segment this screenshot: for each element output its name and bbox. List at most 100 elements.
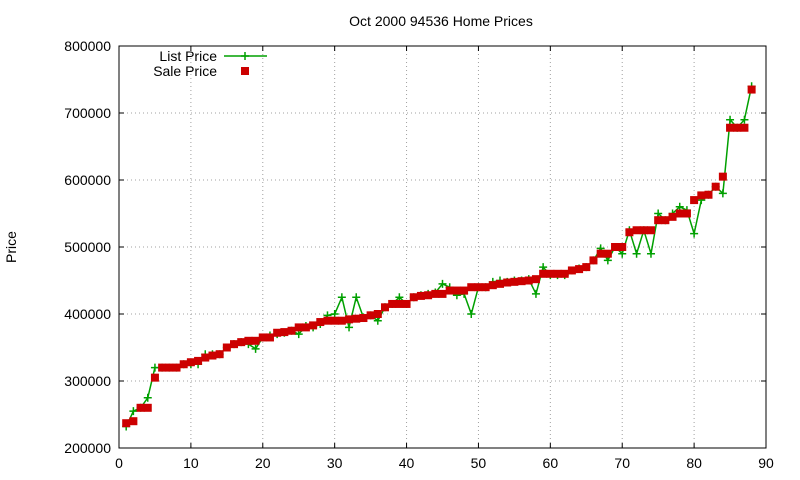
sale-price-point	[215, 350, 224, 359]
sale-price-point	[639, 226, 648, 235]
sale-price-point	[718, 172, 727, 181]
sale-price-point	[510, 277, 519, 286]
list-price-point	[129, 407, 138, 416]
sale-price-point	[230, 340, 239, 349]
x-tick-label: 10	[183, 455, 199, 471]
legend-marker-list-price	[241, 52, 249, 60]
sale-price-point	[531, 275, 540, 284]
sale-price-point	[438, 289, 447, 298]
sale-price-point	[460, 286, 469, 295]
sale-price-point	[625, 228, 634, 237]
sale-price-point	[632, 226, 641, 235]
sale-price-point	[481, 283, 490, 292]
sale-price-point	[179, 360, 188, 369]
list-price-point	[675, 202, 684, 211]
sale-price-point	[316, 318, 325, 327]
sale-price-point	[136, 403, 145, 412]
sale-price-point	[726, 123, 735, 132]
sale-price-point	[711, 182, 720, 191]
x-tick-label: 70	[614, 455, 630, 471]
axis-ticks: 0 10 20 30 40 50 60 70 80 90 200000 300000 400000 500…	[64, 38, 774, 471]
x-tick-label: 50	[471, 455, 487, 471]
sale-price-point	[546, 269, 555, 278]
sale-price-point	[682, 209, 691, 218]
sale-price-point	[265, 333, 274, 342]
sale-price-point	[122, 419, 131, 428]
sale-price-point	[208, 351, 217, 360]
sale-price-point	[244, 336, 253, 345]
list-price-point	[395, 293, 404, 302]
sale-price-point	[158, 363, 167, 372]
sale-price-point	[675, 209, 684, 218]
list-price-point	[251, 344, 260, 353]
sale-price-point	[222, 343, 231, 352]
sale-price-point	[287, 326, 296, 335]
sale-price-point	[172, 363, 181, 372]
list-price-point	[337, 293, 346, 302]
series	[122, 82, 756, 431]
y-tick-label: 400000	[64, 306, 111, 322]
sale-price-point	[301, 323, 310, 332]
sale-price-point	[431, 289, 440, 298]
sale-price-point	[567, 266, 576, 275]
sale-price-point	[388, 299, 397, 308]
sale-price-point	[380, 303, 389, 312]
sale-price-point	[654, 216, 663, 225]
sale-price-point	[129, 417, 138, 426]
sale-price-point	[603, 249, 612, 258]
list-price-point	[690, 229, 699, 238]
sale-price-point	[424, 291, 433, 300]
y-tick-label: 700000	[64, 105, 111, 121]
list-price-point	[330, 310, 339, 318]
legend-label-sale-price: Sale Price	[153, 63, 217, 79]
sale-price-point	[345, 315, 354, 324]
sale-price-point	[646, 226, 655, 235]
sale-price-point	[237, 338, 246, 347]
list-price-point	[143, 393, 152, 402]
sale-price-point	[560, 269, 569, 278]
sale-price-point	[496, 279, 505, 288]
sale-price-point	[524, 276, 533, 285]
list-price-point	[632, 249, 641, 258]
list-price-point	[718, 189, 727, 198]
x-tick-label: 60	[543, 455, 559, 471]
list-price-point	[294, 330, 303, 339]
list-price-point	[352, 293, 361, 302]
sale-price-point	[611, 243, 620, 251]
sale-price-point	[352, 314, 361, 323]
sale-price-point	[359, 314, 368, 323]
legend-swatch-sale-price	[241, 67, 249, 75]
sale-price-point	[690, 196, 699, 205]
list-price-point	[603, 256, 612, 265]
y-tick-label: 300000	[64, 373, 111, 389]
list-price-point	[740, 115, 749, 124]
list-price-point	[345, 323, 354, 332]
sale-price-point	[337, 316, 346, 325]
list-price-point	[726, 115, 735, 124]
x-tick-label: 40	[399, 455, 415, 471]
sale-price-point	[697, 191, 706, 200]
sale-price-point	[273, 328, 282, 337]
list-price-point	[646, 249, 655, 258]
list-price-line	[125, 86, 753, 427]
legend-label-list-price: List Price	[159, 48, 217, 64]
y-tick-label: 500000	[64, 239, 111, 255]
sale-price-point	[467, 283, 476, 292]
sale-price-point	[517, 277, 526, 286]
sale-price-point	[330, 316, 339, 325]
x-tick-label: 80	[686, 455, 702, 471]
sale-price-point	[575, 265, 584, 274]
y-tick-label: 200000	[64, 440, 111, 456]
sale-price-point	[503, 278, 512, 287]
sale-price-point	[416, 291, 425, 300]
sale-price-point	[194, 356, 203, 365]
sale-price-point	[747, 85, 756, 94]
sale-price-point	[661, 216, 670, 225]
list-price-point	[373, 316, 382, 325]
sale-price-point	[251, 336, 260, 345]
x-tick-label: 90	[758, 455, 774, 471]
chart-title: Oct 2000 94536 Home Prices	[349, 13, 533, 29]
list-price-point	[150, 363, 159, 372]
sale-price-point	[309, 321, 318, 330]
